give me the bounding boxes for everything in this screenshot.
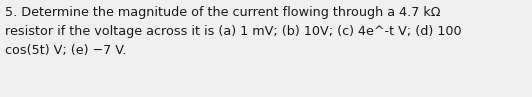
Text: 5. Determine the magnitude of the current flowing through a 4.7 kΩ: 5. Determine the magnitude of the curren…	[5, 6, 440, 19]
Text: cos(5t) V; (e) −7 V.: cos(5t) V; (e) −7 V.	[5, 44, 127, 57]
Text: resistor if the voltage across it is (a) 1 mV; (b) 10V; (c) 4e^-t V; (d) 100: resistor if the voltage across it is (a)…	[5, 25, 462, 38]
